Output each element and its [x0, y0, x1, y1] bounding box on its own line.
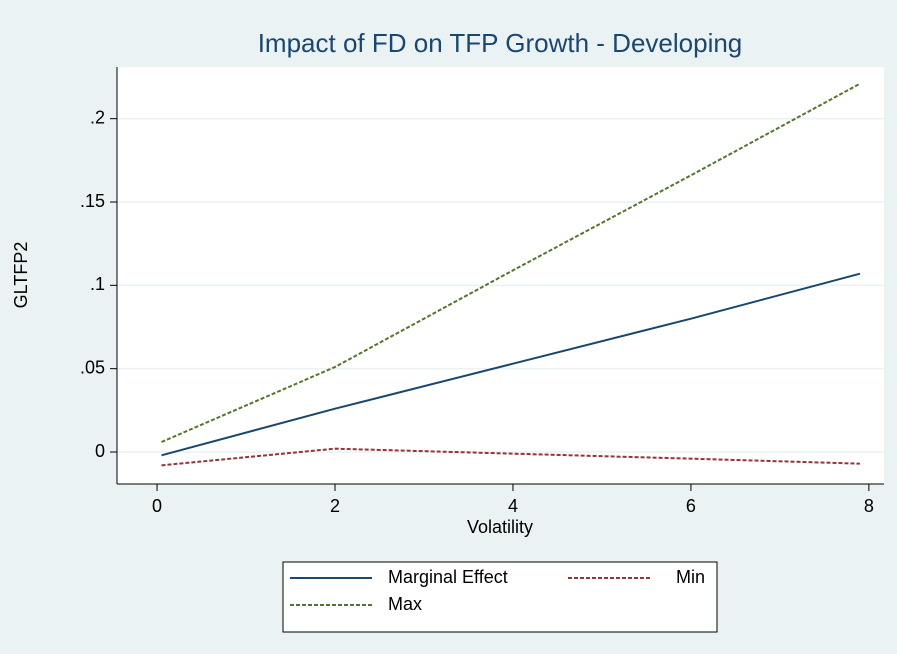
y-tick-label: .15 [80, 191, 105, 211]
line-series [161, 272, 861, 457]
line-series [161, 82, 861, 443]
chart-title: Impact of FD on TFP Growth - Developing [258, 28, 743, 58]
legend-label: Max [388, 594, 422, 614]
x-tick-label: 6 [686, 496, 696, 516]
x-tick-label: 4 [508, 496, 518, 516]
y-tick-label: .1 [90, 274, 105, 294]
y-tick-label: .2 [90, 107, 105, 127]
legend-label: Marginal Effect [388, 567, 508, 587]
line-series [161, 447, 861, 467]
y-tick-label: 0 [95, 441, 105, 461]
x-axis-label: Volatility [467, 517, 533, 537]
x-tick-label: 0 [152, 496, 162, 516]
x-tick-label: 8 [864, 496, 874, 516]
x-tick-label: 2 [330, 496, 340, 516]
y-tick-label: .05 [80, 357, 105, 377]
plot-area [117, 67, 884, 484]
legend-box [282, 561, 718, 633]
legend-label: Min [676, 567, 705, 587]
y-axis-label: GLTFP2 [11, 242, 31, 309]
